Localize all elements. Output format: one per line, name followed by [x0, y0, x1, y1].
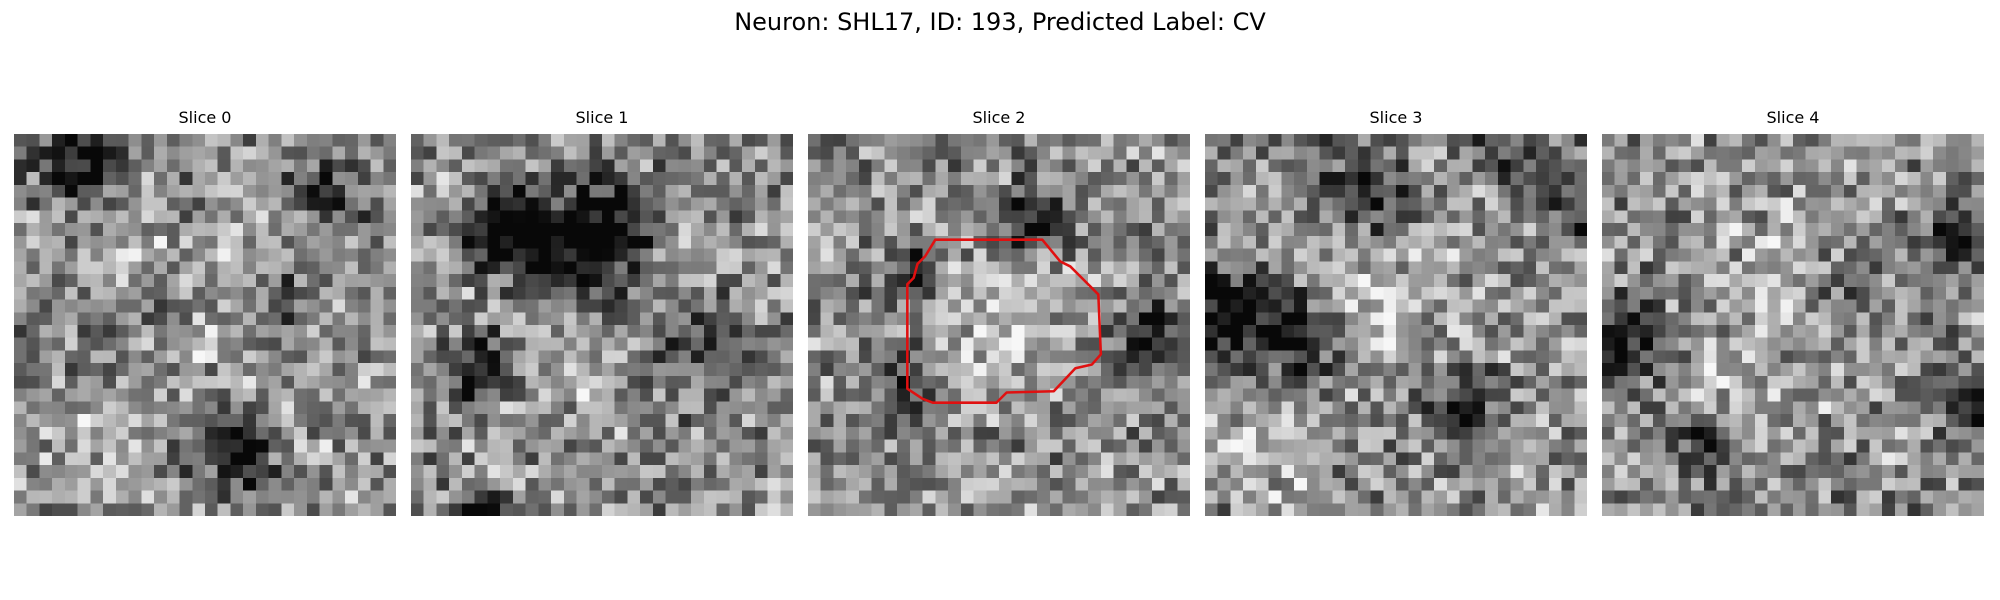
- slice-image: [1205, 134, 1587, 516]
- slice-panel-0: Slice 0: [14, 108, 396, 516]
- figure-title: Neuron: SHL17, ID: 193, Predicted Label:…: [734, 8, 1266, 36]
- slice-title: Slice 2: [972, 108, 1026, 127]
- slice-title: Slice 3: [1369, 108, 1423, 127]
- slice-panel-3: Slice 3: [1205, 108, 1587, 516]
- slice-image: [14, 134, 396, 516]
- slice-panel-1: Slice 1: [411, 108, 793, 516]
- slice-image: [808, 134, 1190, 516]
- slice-title: Slice 4: [1766, 108, 1820, 127]
- slice-panel-4: Slice 4: [1602, 108, 1984, 516]
- slice-image: [411, 134, 793, 516]
- slice-title: Slice 1: [575, 108, 629, 127]
- slice-image: [1602, 134, 1984, 516]
- slice-title: Slice 0: [178, 108, 232, 127]
- slice-panel-2: Slice 2: [808, 108, 1190, 516]
